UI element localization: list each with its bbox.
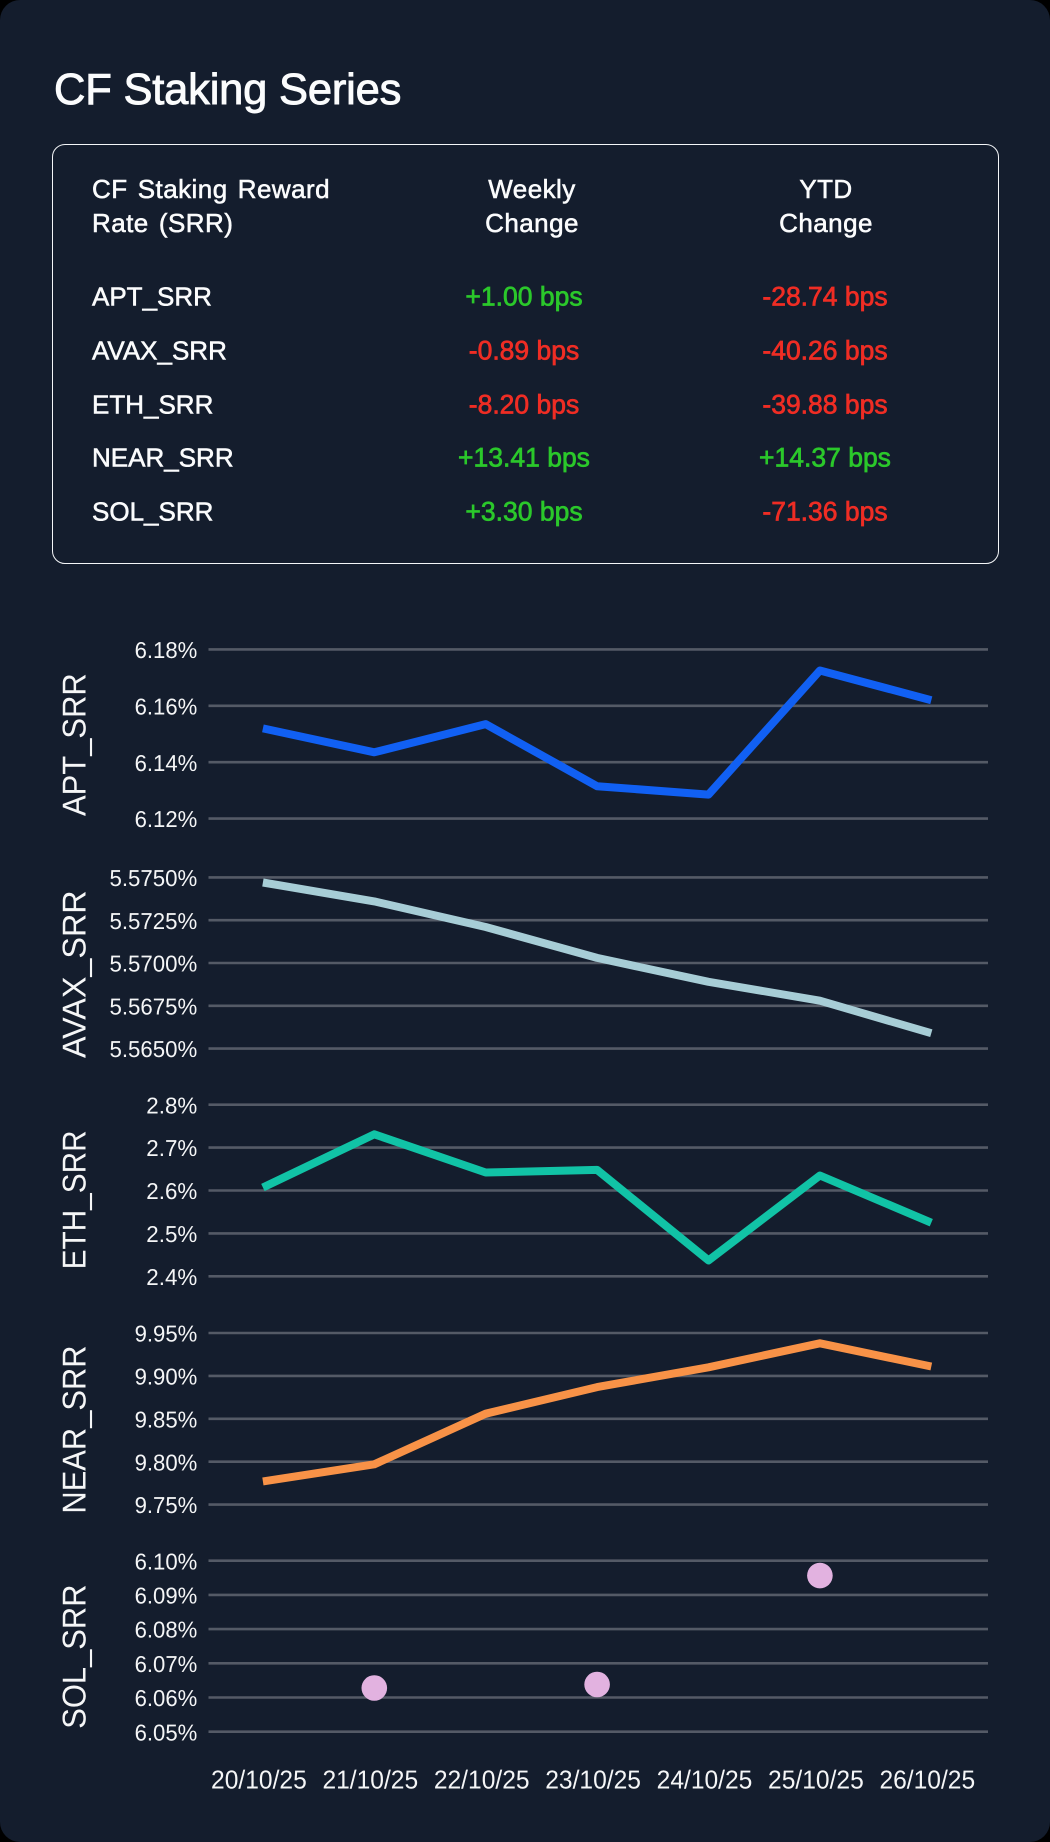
svg-text:NEAR_SRR: NEAR_SRR <box>55 1345 92 1513</box>
svg-text:21/10/25: 21/10/25 <box>322 1764 418 1794</box>
svg-text:26/10/25: 26/10/25 <box>879 1764 975 1794</box>
svg-text:23/10/25: 23/10/25 <box>545 1764 641 1794</box>
svg-text:ETH_SRR: ETH_SRR <box>55 1130 92 1269</box>
svg-text:24/10/25: 24/10/25 <box>657 1764 753 1794</box>
svg-text:2.7%: 2.7% <box>146 1135 197 1161</box>
svg-text:APT_SRR: APT_SRR <box>55 673 92 816</box>
svg-text:9.95%: 9.95% <box>135 1321 198 1347</box>
svg-text:6.14%: 6.14% <box>135 750 198 776</box>
svg-text:2.5%: 2.5% <box>146 1221 197 1247</box>
svg-text:9.80%: 9.80% <box>135 1449 198 1475</box>
svg-text:6.10%: 6.10% <box>135 1548 198 1574</box>
svg-text:22/10/25: 22/10/25 <box>434 1764 530 1794</box>
svg-text:6.06%: 6.06% <box>135 1685 198 1711</box>
svg-text:6.08%: 6.08% <box>135 1617 198 1643</box>
svg-text:6.07%: 6.07% <box>135 1651 198 1677</box>
svg-text:6.05%: 6.05% <box>135 1719 198 1745</box>
svg-text:25/10/25: 25/10/25 <box>768 1764 864 1794</box>
svg-text:5.5700%: 5.5700% <box>110 951 198 977</box>
svg-text:2.6%: 2.6% <box>146 1178 197 1204</box>
svg-text:5.5650%: 5.5650% <box>110 1036 198 1062</box>
svg-text:5.5750%: 5.5750% <box>110 865 198 891</box>
svg-text:SOL_SRR: SOL_SRR <box>55 1584 92 1728</box>
svg-text:5.5675%: 5.5675% <box>110 993 198 1019</box>
svg-text:6.18%: 6.18% <box>135 637 198 663</box>
svg-text:AVAX_SRR: AVAX_SRR <box>55 890 92 1058</box>
svg-text:2.4%: 2.4% <box>146 1264 197 1290</box>
svg-text:9.90%: 9.90% <box>135 1364 198 1390</box>
svg-text:9.75%: 9.75% <box>135 1492 198 1518</box>
svg-text:6.12%: 6.12% <box>135 806 198 832</box>
svg-text:5.5725%: 5.5725% <box>110 908 198 934</box>
svg-text:9.85%: 9.85% <box>135 1406 198 1432</box>
svg-text:6.16%: 6.16% <box>135 693 198 719</box>
svg-text:2.8%: 2.8% <box>146 1092 197 1118</box>
svg-text:6.09%: 6.09% <box>135 1583 198 1609</box>
svg-text:20/10/25: 20/10/25 <box>211 1764 307 1794</box>
